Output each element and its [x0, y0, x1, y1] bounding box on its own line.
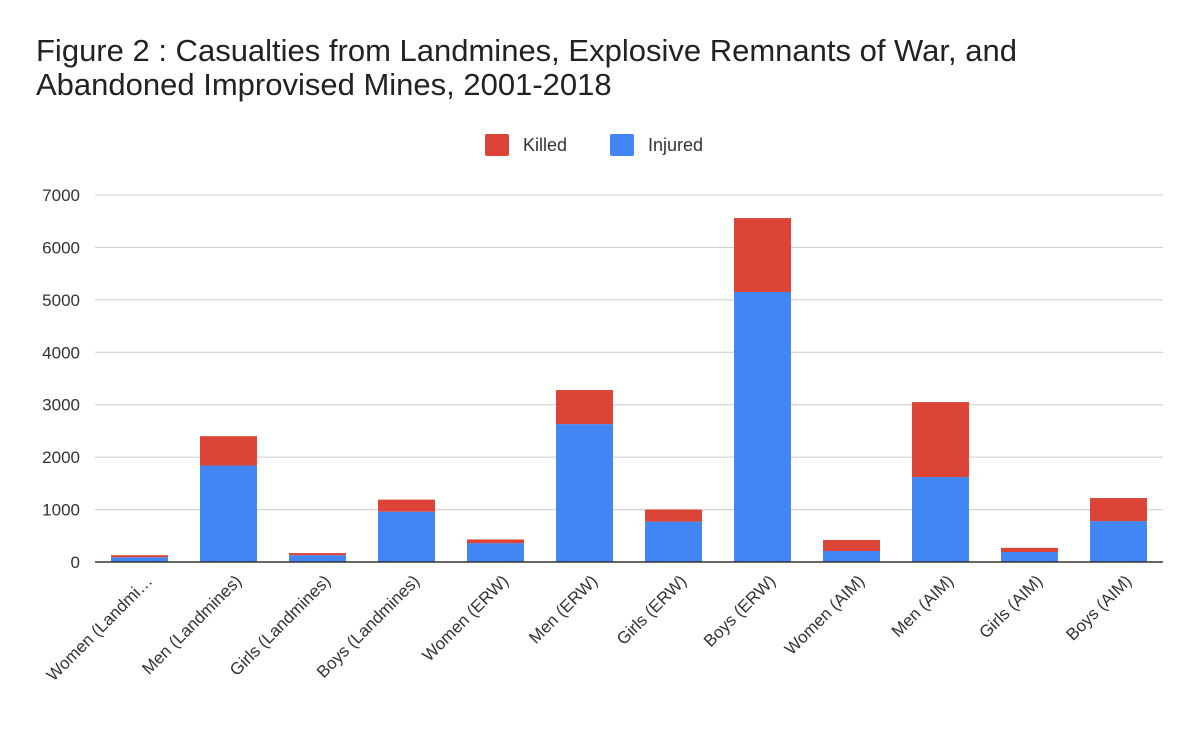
y-tick-label: 2000	[42, 448, 80, 467]
bar-injured	[111, 557, 168, 562]
bar-injured	[1001, 552, 1058, 562]
bar-injured	[645, 521, 702, 562]
bar-killed	[289, 553, 346, 556]
bar-killed	[467, 539, 524, 544]
bar-injured	[1090, 521, 1147, 562]
gridlines	[95, 194, 1163, 511]
y-tick-label: 0	[71, 553, 80, 572]
bar-killed	[823, 539, 880, 551]
bar-killed	[1090, 498, 1147, 522]
bar-injured	[823, 550, 880, 562]
legend: Killed Injured	[485, 134, 703, 156]
y-axis-ticks: 0 1000 2000 3000 4000 5000 6000 7000	[42, 186, 80, 572]
bar-injured	[467, 543, 524, 562]
y-tick-label: 5000	[42, 291, 80, 310]
bars	[95, 218, 1163, 563]
bar-killed	[200, 436, 257, 466]
y-tick-label: 7000	[42, 186, 80, 205]
x-tick-label: Men (ERW)	[525, 571, 601, 647]
bar-killed	[912, 402, 969, 478]
chart-title: Figure 2 : Casualties from Landmines, Ex…	[36, 33, 1017, 102]
x-tick-label: Men (AIM)	[888, 571, 958, 641]
y-tick-label: 6000	[42, 238, 80, 257]
bar-killed	[645, 509, 702, 522]
x-tick-label: Women (ERW)	[419, 571, 513, 665]
bar-killed	[111, 555, 168, 558]
x-tick-label: Boys (ERW)	[700, 571, 779, 650]
legend-label-injured: Injured	[648, 135, 703, 155]
x-axis-ticks: Women (Landmi…Men (Landmines)Girls (Land…	[43, 571, 1135, 684]
bar-injured	[378, 511, 435, 562]
bar-injured	[912, 477, 969, 562]
y-tick-label: 3000	[42, 396, 80, 415]
bar-injured	[734, 291, 791, 562]
bar-killed	[378, 499, 435, 512]
bar-killed	[556, 390, 613, 425]
x-tick-label: Boys (AIM)	[1062, 571, 1135, 644]
bar-killed	[734, 218, 791, 292]
x-tick-label: Women (Landmi…	[43, 571, 156, 684]
bar-killed	[1001, 547, 1058, 553]
y-tick-label: 4000	[42, 343, 80, 362]
x-tick-label: Girls (AIM)	[975, 571, 1046, 642]
legend-swatch-killed	[485, 134, 509, 156]
legend-label-killed: Killed	[523, 135, 567, 155]
y-tick-label: 1000	[42, 501, 80, 520]
x-tick-label: Girls (ERW)	[613, 571, 690, 648]
x-tick-label: Women (AIM)	[781, 571, 868, 658]
legend-swatch-injured	[610, 134, 634, 156]
bar-injured	[200, 465, 257, 562]
bar-injured	[556, 424, 613, 562]
bar-injured	[289, 555, 346, 562]
